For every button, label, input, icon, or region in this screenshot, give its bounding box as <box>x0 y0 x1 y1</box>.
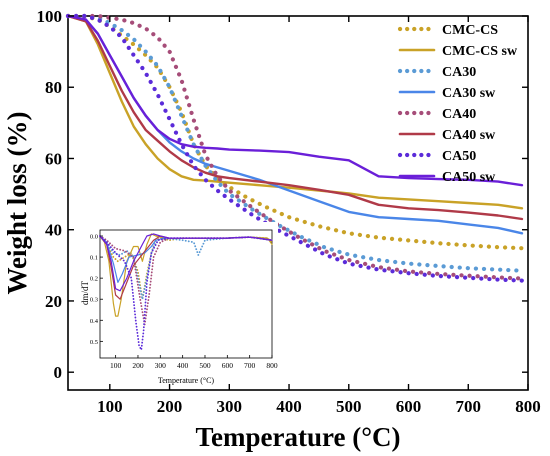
inset-x-axis-ticks: 100 200 300 400 500 600 700 800 <box>110 355 278 370</box>
x-tick-label: 800 <box>515 397 541 416</box>
series-line-ca50 <box>65 13 525 283</box>
legend-label: CA50 <box>442 149 476 164</box>
y-tick-label: 80 <box>45 78 62 97</box>
inset-x-tick-label: 600 <box>222 361 234 370</box>
x-tick-label: 500 <box>336 397 362 416</box>
inset-x-tick-label: 500 <box>199 361 211 370</box>
series-line-ca40-sw <box>66 14 524 221</box>
legend-item-cmc-cs: CMC-CS <box>397 23 498 38</box>
inset-plot-frame <box>99 229 273 359</box>
inset-series-line-ca50-sw <box>99 233 273 292</box>
inset-x-tick-label: 400 <box>177 361 189 370</box>
inset-x-tick-label: 700 <box>244 361 256 370</box>
legend-label: CMC-CS <box>442 23 498 38</box>
inset-y-tick-label: 0.5 <box>90 339 98 346</box>
inset-y-tick-label: 0.4 <box>90 318 99 325</box>
series-line-ca30 <box>65 13 525 273</box>
legend-item-ca30: CA30 <box>397 65 476 80</box>
legend-item-ca40-sw: CA40 sw <box>398 128 496 143</box>
main-y-axis-ticks: 0 20 40 60 80 100 <box>37 7 528 382</box>
inset-series-line-ca40 <box>99 235 273 326</box>
y-tick-label: 100 <box>37 7 63 26</box>
legend-label: CMC-CS sw <box>442 44 518 59</box>
inset-plot: 100 200 300 400 500 600 700 800 0.0 0.1 0.2 0.3 0.4… <box>80 222 278 385</box>
inset-background <box>96 222 278 370</box>
main-series-group <box>65 13 525 283</box>
y-tick-label: 60 <box>45 149 62 168</box>
y-tick-label: 20 <box>45 292 62 311</box>
legend-label: CA30 <box>442 65 476 80</box>
x-tick-label: 700 <box>456 397 482 416</box>
main-x-axis-title: Temperature (°C) <box>195 422 400 452</box>
inset-y-tick-label: 0.1 <box>90 255 98 262</box>
y-tick-label: 40 <box>45 221 62 240</box>
x-tick-label: 200 <box>157 397 183 416</box>
x-tick-label: 100 <box>97 397 123 416</box>
inset-y-tick-label: 0.3 <box>90 297 98 304</box>
inset-x-tick-label: 100 <box>110 361 122 370</box>
legend-item-ca40: CA40 <box>397 107 476 122</box>
inset-y-axis-title: dm/dT <box>80 280 90 305</box>
main-y-axis-title: Weight loss (%) <box>2 111 32 294</box>
inset-x-tick-label: 800 <box>266 361 278 370</box>
inset-x-tick-label: 300 <box>155 361 167 370</box>
y-tick-label: 0 <box>54 363 63 382</box>
legend-item-ca50-sw: CA50 sw <box>398 170 496 185</box>
legend-label: CA40 <box>442 107 476 122</box>
x-tick-label: 300 <box>217 397 243 416</box>
series-line-cmc-cs <box>65 13 525 251</box>
inset-y-tick-label: 0.2 <box>90 276 98 283</box>
legend-item-ca30-sw: CA30 sw <box>398 86 496 101</box>
legend-item-cmc-cs-sw: CMC-CS sw <box>398 44 518 59</box>
main-x-axis-ticks: 100 200 300 400 500 600 700 800 <box>97 16 541 416</box>
legend-label: CA40 sw <box>442 128 496 143</box>
x-tick-label: 600 <box>396 397 422 416</box>
inset-series-group <box>99 233 273 351</box>
x-tick-label: 400 <box>276 397 302 416</box>
legend-label: CA50 sw <box>442 170 496 185</box>
inset-y-tick-label: 0.0 <box>90 234 98 241</box>
inset-y-axis-ticks: 0.0 0.1 0.2 0.3 0.4 0.5 <box>90 234 103 346</box>
legend-item-ca50: CA50 <box>397 149 476 164</box>
legend: CMC-CS CMC-CS sw CA30 CA30 sw CA40 CA40 sw CA5… <box>397 23 518 185</box>
series-line-ca50-sw <box>66 14 524 187</box>
inset-x-tick-label: 200 <box>132 361 144 370</box>
inset-x-axis-title: Temperature (°C) <box>158 376 215 385</box>
legend-label: CA30 sw <box>442 86 496 101</box>
